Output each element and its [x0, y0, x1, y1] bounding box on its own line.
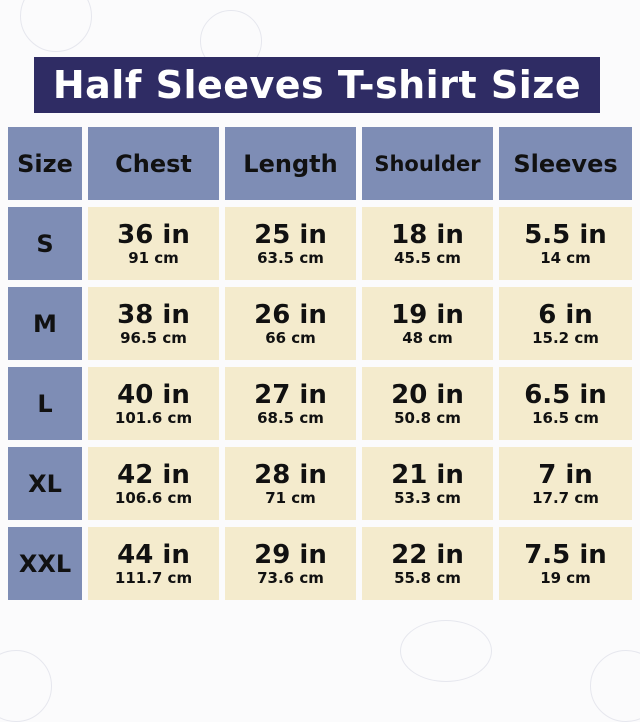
cm-value: 71 cm	[265, 488, 316, 507]
size-label: S	[8, 207, 82, 280]
inch-value: 42 in	[117, 459, 190, 490]
size-label: XXL	[8, 527, 82, 600]
table-cell: 25 in 63.5 cm	[225, 207, 356, 280]
table-cell: 7.5 in 19 cm	[499, 527, 632, 600]
header-sleeves: Sleeves	[499, 127, 632, 200]
header-chest: Chest	[88, 127, 219, 200]
decorative-yarn-ball	[590, 650, 640, 722]
cm-value: 48 cm	[402, 328, 453, 347]
cm-value: 111.7 cm	[114, 568, 193, 587]
inch-value: 29 in	[254, 539, 327, 570]
inch-value: 38 in	[117, 299, 190, 330]
inch-value: 7 in	[538, 459, 593, 490]
cm-value: 73.6 cm	[257, 568, 324, 587]
cm-value: 15.2 cm	[532, 328, 599, 347]
table-cell: 7 in 17.7 cm	[499, 447, 632, 520]
header-size: Size	[8, 127, 82, 200]
inch-value: 19 in	[391, 299, 464, 330]
cm-value: 17.7 cm	[532, 488, 599, 507]
size-label: M	[8, 287, 82, 360]
inch-value: 22 in	[391, 539, 464, 570]
inch-value: 26 in	[254, 299, 327, 330]
cm-value: 66 cm	[265, 328, 316, 347]
page-title: Half Sleeves T-shirt Size	[34, 57, 600, 113]
table-cell: 36 in 91 cm	[88, 207, 219, 280]
cm-value: 14 cm	[540, 248, 591, 267]
header-shoulder: Shoulder	[362, 127, 493, 200]
table-cell: 6 in 15.2 cm	[499, 287, 632, 360]
inch-value: 7.5 in	[524, 539, 607, 570]
cm-value: 91 cm	[128, 248, 179, 267]
table-cell: 6.5 in 16.5 cm	[499, 367, 632, 440]
table-cell: 19 in 48 cm	[362, 287, 493, 360]
inch-value: 6.5 in	[524, 379, 607, 410]
inch-value: 40 in	[117, 379, 190, 410]
table-cell: 5.5 in 14 cm	[499, 207, 632, 280]
cm-value: 50.8 cm	[394, 408, 461, 427]
table-cell: 26 in 66 cm	[225, 287, 356, 360]
inch-value: 21 in	[391, 459, 464, 490]
table-cell: 22 in 55.8 cm	[362, 527, 493, 600]
inch-value: 28 in	[254, 459, 327, 490]
inch-value: 25 in	[254, 219, 327, 250]
table-cell: 20 in 50.8 cm	[362, 367, 493, 440]
size-label: L	[8, 367, 82, 440]
cm-value: 53.3 cm	[394, 488, 461, 507]
cm-value: 55.8 cm	[394, 568, 461, 587]
inch-value: 18 in	[391, 219, 464, 250]
table-cell: 38 in 96.5 cm	[88, 287, 219, 360]
decorative-yarn-ball	[20, 0, 92, 52]
table-cell: 21 in 53.3 cm	[362, 447, 493, 520]
table-cell: 28 in 71 cm	[225, 447, 356, 520]
table-cell: 40 in 101.6 cm	[88, 367, 219, 440]
cm-value: 63.5 cm	[257, 248, 324, 267]
inch-value: 44 in	[117, 539, 190, 570]
table-cell: 29 in 73.6 cm	[225, 527, 356, 600]
size-label: XL	[8, 447, 82, 520]
cm-value: 106.6 cm	[114, 488, 193, 507]
cm-value: 19 cm	[540, 568, 591, 587]
size-table: Size Chest Length Shoulder Sleeves S 36 in 91 c…	[8, 127, 632, 600]
inch-value: 20 in	[391, 379, 464, 410]
cm-value: 16.5 cm	[532, 408, 599, 427]
decorative-yarn-ball	[400, 620, 492, 682]
inch-value: 5.5 in	[524, 219, 607, 250]
table-cell: 18 in 45.5 cm	[362, 207, 493, 280]
inch-value: 6 in	[538, 299, 593, 330]
inch-value: 27 in	[254, 379, 327, 410]
header-length: Length	[225, 127, 356, 200]
table-cell: 44 in 111.7 cm	[88, 527, 219, 600]
cm-value: 96.5 cm	[120, 328, 187, 347]
table-cell: 27 in 68.5 cm	[225, 367, 356, 440]
decorative-yarn-ball	[0, 650, 52, 722]
inch-value: 36 in	[117, 219, 190, 250]
table-cell: 42 in 106.6 cm	[88, 447, 219, 520]
cm-value: 45.5 cm	[394, 248, 461, 267]
cm-value: 101.6 cm	[114, 408, 193, 427]
cm-value: 68.5 cm	[257, 408, 324, 427]
